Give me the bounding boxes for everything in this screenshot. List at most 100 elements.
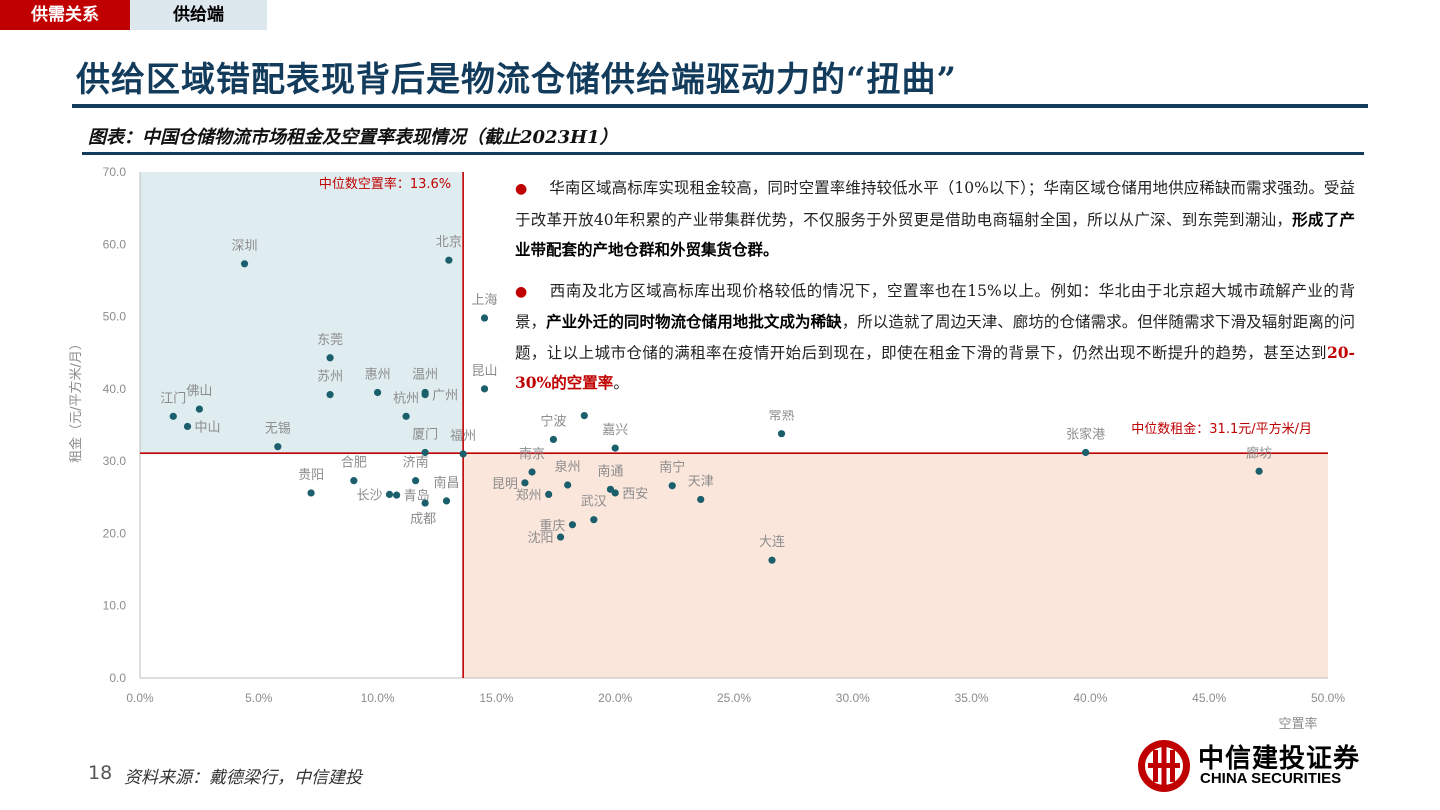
point-label: 宁波 <box>540 413 566 429</box>
data-point <box>402 412 410 420</box>
point-label: 沈阳 <box>528 531 554 546</box>
chart-caption: 图表：中国仓储物流市场租金及空置率表现情况（截止2023H1） <box>88 127 618 148</box>
paragraph-text: ，所以造就了周边天津、廊坊的仓储需求。但伴随需求下滑及辐射距离的问题，让以上城市… <box>515 313 1355 362</box>
data-point <box>556 533 565 541</box>
caption-divider <box>82 152 1364 155</box>
point-label: 苏州 <box>317 369 343 385</box>
paragraph-north-southwest: ● 西南及北方区域高标库出现价格较低的情况下，空置率也在15%以上。例如：华北由于… <box>515 277 1355 399</box>
bullet-icon: ● <box>515 181 528 197</box>
data-point <box>1082 448 1090 457</box>
tab-supply-side[interactable]: 供给端 <box>130 0 267 30</box>
data-point <box>564 481 572 489</box>
data-point <box>326 391 334 399</box>
point-label: 江门 <box>160 391 186 406</box>
y-tick-label: 70.0 <box>103 165 127 179</box>
page-title: 供给区域错配表现背后是物流仓储供给端驱动力的“扭曲” <box>76 60 958 100</box>
point-label: 大连 <box>759 534 785 550</box>
point-label: 嘉兴 <box>602 423 628 438</box>
point-label: 常熟 <box>769 408 795 424</box>
y-tick-label: 20.0 <box>103 526 127 540</box>
point-label: 广州 <box>432 389 458 404</box>
data-point <box>611 489 619 497</box>
data-point <box>412 477 420 485</box>
point-label: 中山 <box>195 420 221 435</box>
data-point <box>545 490 553 498</box>
point-label: 杭州 <box>393 391 419 406</box>
point-label: 泉州 <box>555 459 581 475</box>
point-label: 昆山 <box>472 364 498 379</box>
point-label: 上海 <box>472 293 498 308</box>
logo-emblem-icon <box>1138 740 1190 792</box>
data-point <box>777 430 786 438</box>
data-point <box>549 435 558 444</box>
data-point <box>480 314 489 322</box>
point-label: 厦门 <box>412 427 438 442</box>
point-label: 东莞 <box>317 333 343 348</box>
point-label: 南京 <box>519 446 545 462</box>
data-point <box>421 391 429 399</box>
x-tick-label: 20.0% <box>598 691 632 705</box>
point-label: 合肥 <box>341 456 367 471</box>
point-label: 郑州 <box>516 488 542 503</box>
point-label: 昆明 <box>492 477 518 492</box>
logo-chinese-name: 中信建投证券 <box>1198 744 1361 774</box>
median-rent-label: 中位数租金：31.1元/平方米/月 <box>1131 421 1312 437</box>
point-label: 福州 <box>450 429 476 444</box>
paragraph-text: 。 <box>613 374 629 392</box>
quadrant-low-rent-high-vacancy <box>463 453 1328 678</box>
paragraph-text: 华南区域高标库实现租金较高，同时空置率维持较低水平（10%以下）；华南区域仓储用… <box>515 179 1355 229</box>
analysis-text: ● 华南区域高标库实现租金较高，同时空置率维持较低水平（10%以下）；华南区域仓储… <box>515 174 1355 410</box>
y-tick-label: 10.0 <box>103 599 127 613</box>
data-point <box>521 479 529 487</box>
point-label: 贵阳 <box>298 468 324 483</box>
data-point <box>590 516 598 524</box>
point-label: 佛山 <box>186 384 212 399</box>
point-label: 张家港 <box>1066 426 1105 442</box>
point-label: 南通 <box>597 463 623 479</box>
x-tick-label: 30.0% <box>836 691 870 705</box>
y-tick-label: 60.0 <box>103 237 127 251</box>
x-axis-title: 空置率 <box>1278 716 1317 732</box>
x-tick-label: 15.0% <box>479 691 513 705</box>
x-tick-label: 45.0% <box>1192 691 1226 705</box>
x-tick-label: 25.0% <box>717 691 751 705</box>
company-logo: 中信建投证券 CHINA SECURITIES <box>1136 738 1376 794</box>
data-point <box>195 405 203 413</box>
x-tick-label: 5.0% <box>245 691 273 705</box>
paragraph-text: 西南及北方区域高标库出现价格较低的情况下，空置率也在15%以上。例如：华北由于北… <box>515 281 1355 332</box>
bullet-icon: ● <box>515 283 528 300</box>
emphasis-red-text: 20-30%的空置率 <box>515 342 1355 393</box>
point-label: 温州 <box>412 367 438 382</box>
data-point <box>274 443 282 451</box>
data-point <box>169 412 177 420</box>
point-label: 长沙 <box>356 488 382 503</box>
x-tick-label: 10.0% <box>361 691 395 705</box>
point-label: 武汉 <box>581 495 607 510</box>
data-point <box>442 497 451 505</box>
y-tick-label: 30.0 <box>103 454 127 468</box>
point-label: 成都 <box>410 512 436 527</box>
data-point <box>240 260 249 268</box>
quadrant-high-rent-low-vacancy <box>140 172 464 454</box>
data-point <box>668 482 676 490</box>
data-point <box>445 256 453 264</box>
y-tick-label: 40.0 <box>103 382 127 396</box>
data-point <box>350 477 358 485</box>
point-label: 西安 <box>622 487 648 502</box>
data-point <box>183 422 192 431</box>
y-axis-title: 租金（元/平方米/月） <box>68 337 84 463</box>
tab-supply-demand[interactable]: 供需关系 <box>0 0 130 30</box>
emphasis-text: 形成了产业带配套的产地仓群和外贸集货仓群。 <box>515 209 1355 260</box>
data-point <box>393 491 401 499</box>
y-tick-label: 50.0 <box>103 310 127 324</box>
point-label: 深圳 <box>232 239 258 254</box>
data-point <box>421 499 429 507</box>
y-tick-label: 0.0 <box>109 671 126 685</box>
x-tick-label: 50.0% <box>1311 691 1345 705</box>
x-tick-label: 40.0% <box>1073 691 1107 705</box>
data-point <box>385 490 394 498</box>
data-point <box>480 385 489 393</box>
logo-english-name: CHINA SECURITIES <box>1200 770 1342 787</box>
data-point <box>459 450 467 458</box>
